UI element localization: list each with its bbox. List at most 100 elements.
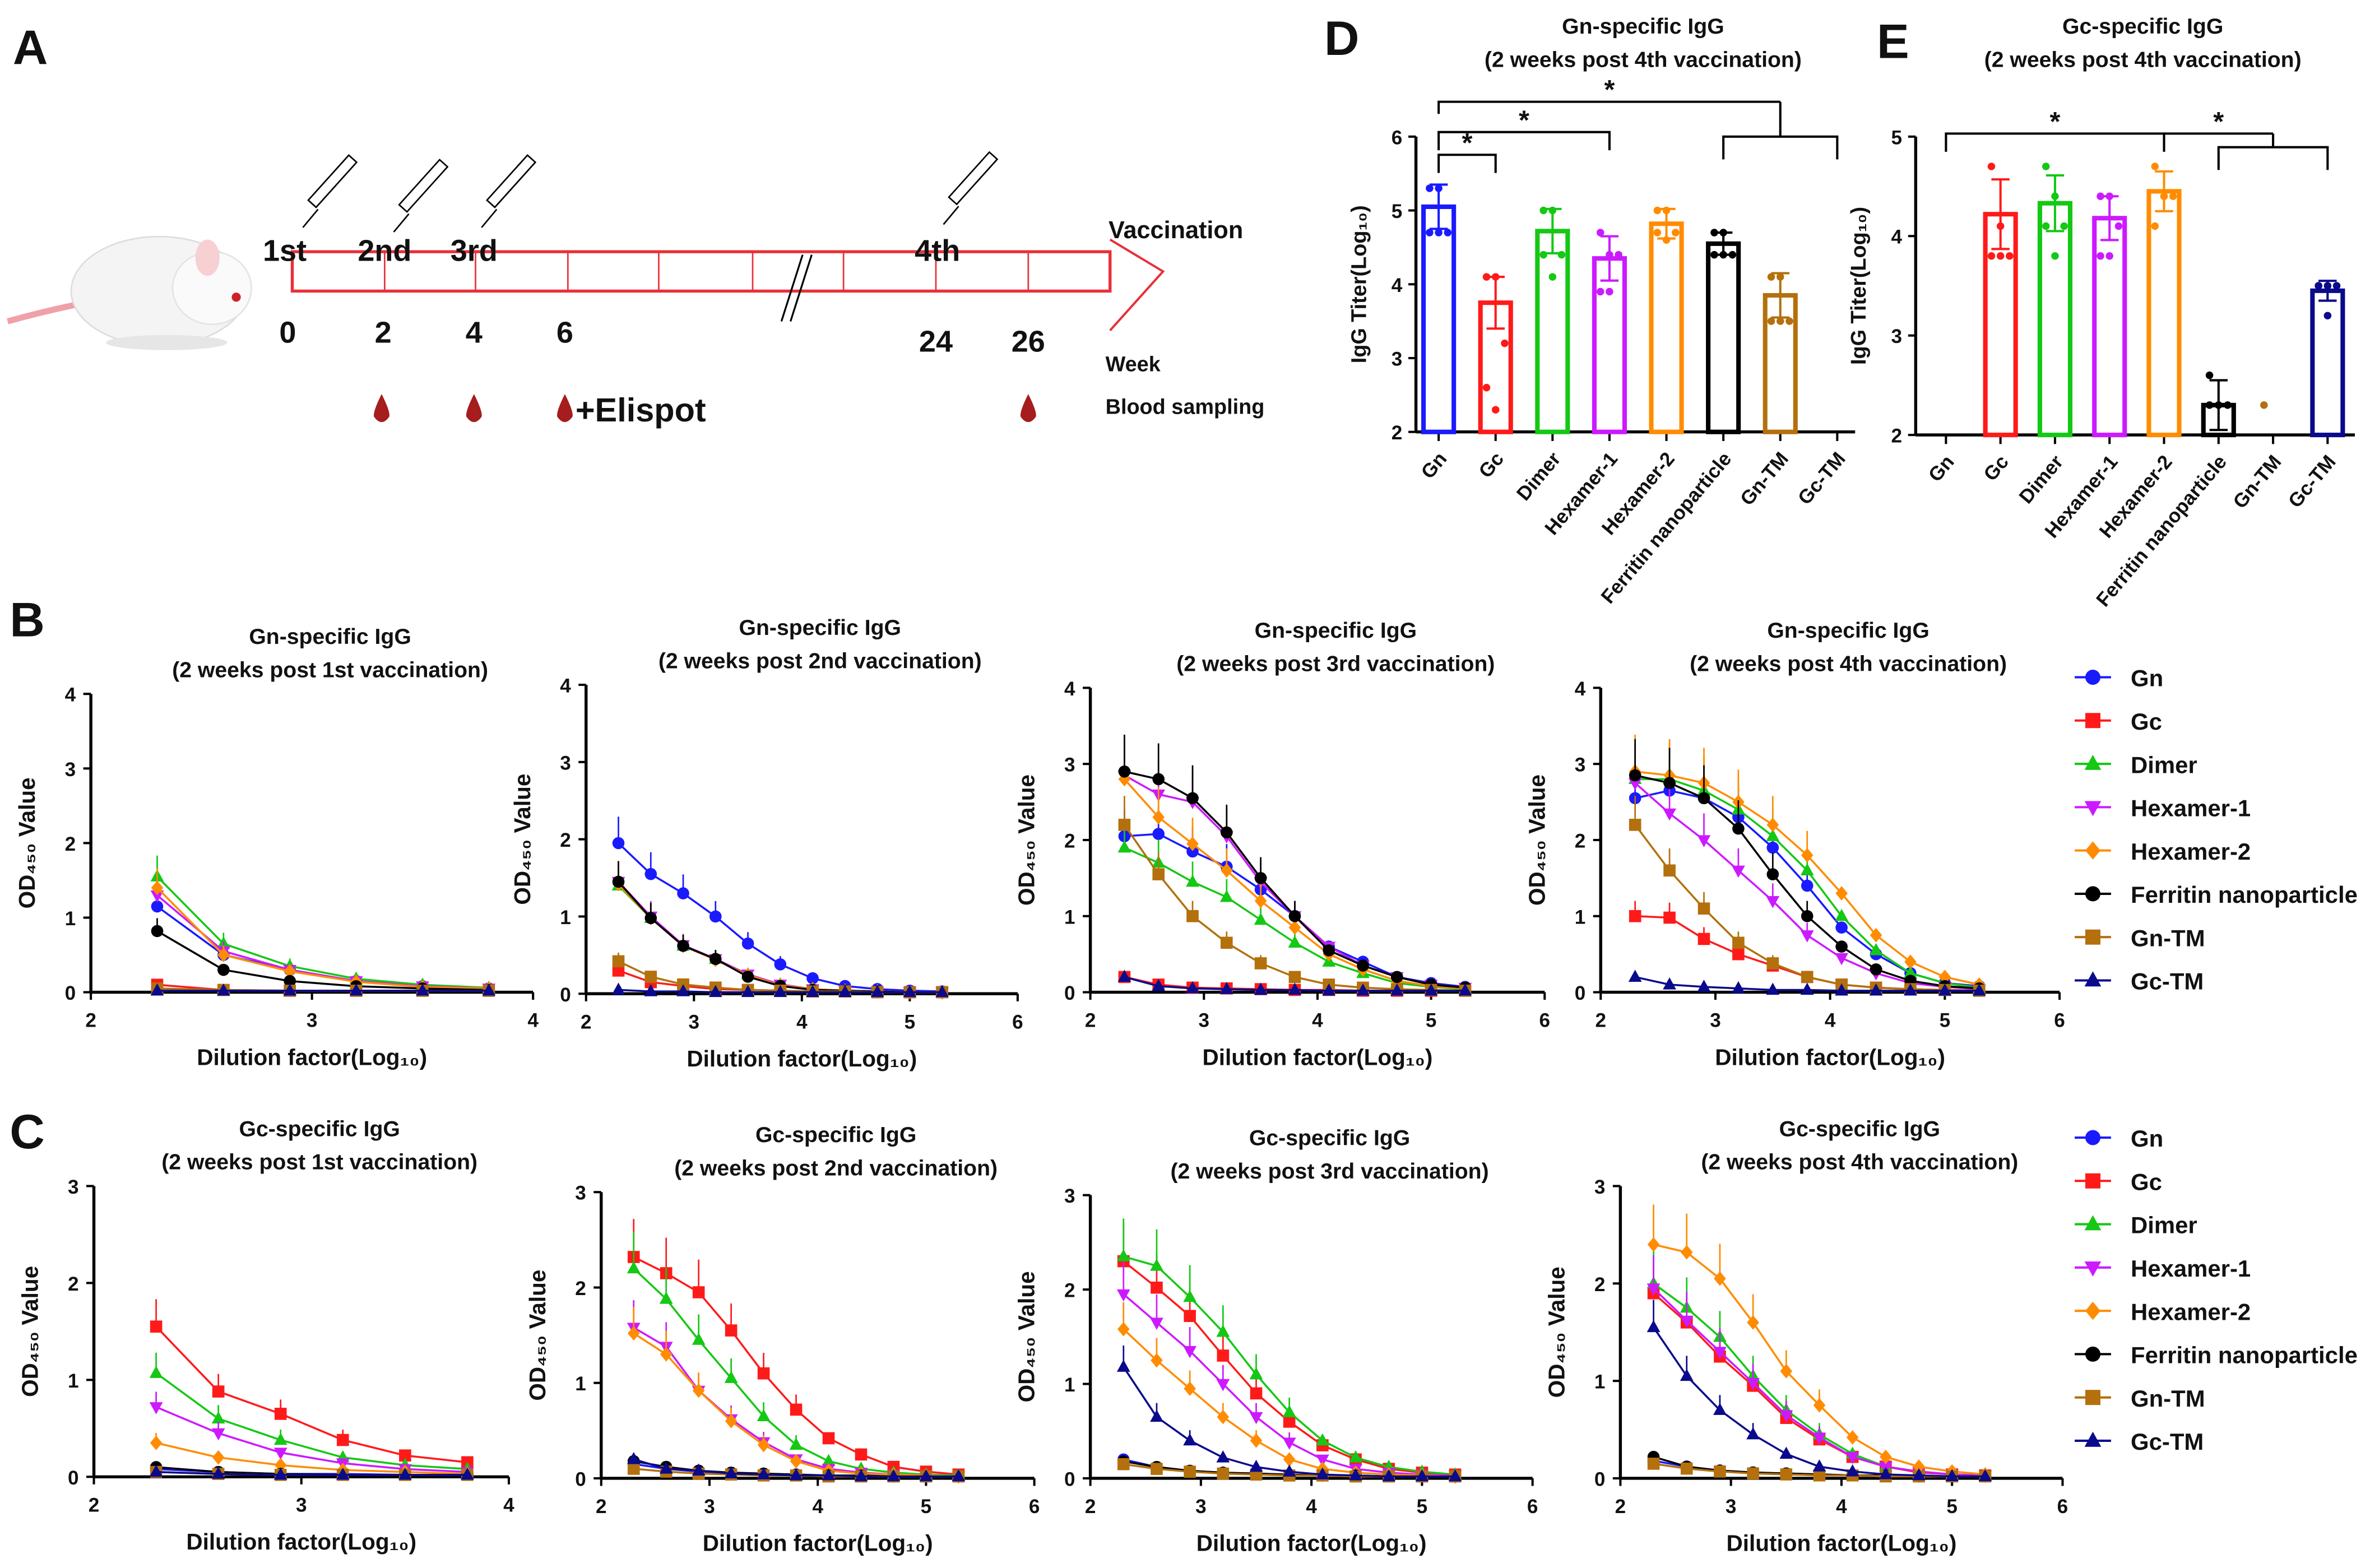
data-point — [919, 1469, 933, 1482]
data-point — [1250, 1433, 1263, 1448]
data-point — [1835, 983, 1849, 996]
data-point — [1801, 971, 1814, 984]
data-point — [1283, 1416, 1296, 1428]
blood-sampling-label: Blood sampling — [1106, 395, 1265, 419]
data-point — [211, 1411, 225, 1424]
x-tick-label: 5 — [921, 1496, 932, 1518]
syringe-icon — [481, 154, 537, 228]
data-point — [1186, 836, 1199, 851]
chart-subtitle: (2 weeks post 3rd vaccination) — [1176, 652, 1495, 676]
data-point — [274, 1458, 287, 1473]
data-point — [709, 910, 722, 923]
line-chart-b1: Gn-specific IgG (2 weeks post 1st vaccina… — [14, 625, 539, 1070]
x-tick-label: 2 — [596, 1496, 607, 1518]
series-dimer — [1647, 1249, 1992, 1481]
y-axis-label: OD₄₅₀ Value — [14, 777, 40, 908]
data-point — [1221, 936, 1233, 949]
x-tick-label: 5 — [905, 1011, 916, 1033]
data-point — [1663, 977, 1676, 990]
x-tick-label: 4 — [1312, 1010, 1323, 1032]
data-point — [806, 985, 819, 998]
data-point — [1662, 206, 1671, 215]
line-chart-c1: Gc-specific IgG (2 weeks post 1st vaccina… — [17, 1117, 515, 1555]
data-point — [1219, 982, 1233, 994]
legend-item: Hexamer-1 — [2075, 1255, 2251, 1282]
data-point — [1183, 1346, 1197, 1358]
y-tick-label: 4 — [1891, 226, 1902, 248]
bar — [1649, 221, 1684, 434]
x-tick-label: 5 — [1417, 1496, 1428, 1518]
data-point — [349, 983, 363, 996]
data-point — [1116, 1289, 1130, 1302]
series-line — [618, 881, 943, 994]
x-tick-label: 6 — [1029, 1496, 1040, 1518]
data-point — [1117, 969, 1131, 982]
data-point — [1653, 206, 1662, 215]
data-point — [725, 1324, 738, 1337]
legend-item: Gc-TM — [2075, 968, 2204, 995]
series-line — [156, 1470, 467, 1476]
legend-item: Gc-TM — [2075, 1428, 2204, 1455]
data-point — [1615, 250, 1622, 259]
series-gc — [150, 1299, 474, 1469]
data-point — [1732, 936, 1745, 949]
data-point — [1254, 957, 1267, 969]
data-point — [273, 1432, 287, 1445]
elispot-label: +Elispot — [576, 391, 706, 429]
data-point — [1424, 983, 1438, 996]
data-point — [1117, 1458, 1130, 1470]
data-point — [2097, 252, 2104, 260]
data-point — [2085, 929, 2101, 945]
series-hexamer-2 — [151, 868, 495, 996]
bar-chart-d: Gn-specific IgG (2 weeks post 4th vaccina… — [1347, 15, 1856, 608]
chart-title: Gn-specific IgG — [1767, 619, 1929, 643]
panel-letter-e: E — [1877, 15, 1909, 68]
syringe-barrel — [948, 151, 999, 206]
x-tick-label: 4 — [503, 1494, 514, 1516]
vaccination-label: 3rd — [451, 234, 498, 267]
data-point — [1391, 971, 1403, 984]
bar — [1706, 241, 1741, 434]
syringe-barrel — [398, 159, 449, 213]
y-tick-label: 3 — [575, 1182, 586, 1204]
data-point — [149, 1366, 163, 1378]
data-point — [2323, 282, 2332, 290]
data-point — [2085, 1390, 2101, 1405]
y-tick-label: 2 — [68, 1273, 79, 1295]
blood-drop-icon — [374, 394, 389, 423]
data-point — [1184, 1310, 1196, 1323]
data-point — [336, 1467, 350, 1480]
data-point — [1116, 1249, 1130, 1261]
data-point — [274, 1408, 287, 1420]
data-point — [644, 867, 657, 880]
syringe-icon — [943, 151, 999, 225]
data-point — [952, 1469, 966, 1482]
data-point — [692, 1463, 706, 1476]
data-point — [151, 900, 164, 913]
data-point — [1813, 1469, 1826, 1482]
data-point — [1217, 1409, 1230, 1425]
syringe-needle — [302, 208, 319, 228]
series-hexamer-1 — [1116, 1261, 1462, 1483]
data-point — [1501, 339, 1509, 347]
data-point — [1186, 792, 1199, 805]
data-point — [1357, 959, 1369, 972]
data-point — [2097, 192, 2104, 201]
data-point — [1491, 406, 1500, 414]
data-point — [627, 1261, 641, 1274]
data-point — [217, 948, 230, 962]
data-point — [1315, 1433, 1329, 1446]
data-point — [1938, 969, 1951, 985]
data-point — [1315, 1454, 1329, 1467]
group-bracket — [2217, 146, 2329, 170]
legend-label: Hexamer-1 — [2131, 795, 2251, 822]
series-gn-tm — [1629, 796, 1986, 997]
data-point — [283, 983, 297, 996]
data-point — [2205, 401, 2214, 409]
data-point — [1186, 874, 1199, 887]
x-tick-label: Gc — [1474, 448, 1508, 482]
data-point — [741, 985, 755, 998]
data-point — [1548, 273, 1557, 281]
data-point — [2260, 401, 2268, 409]
